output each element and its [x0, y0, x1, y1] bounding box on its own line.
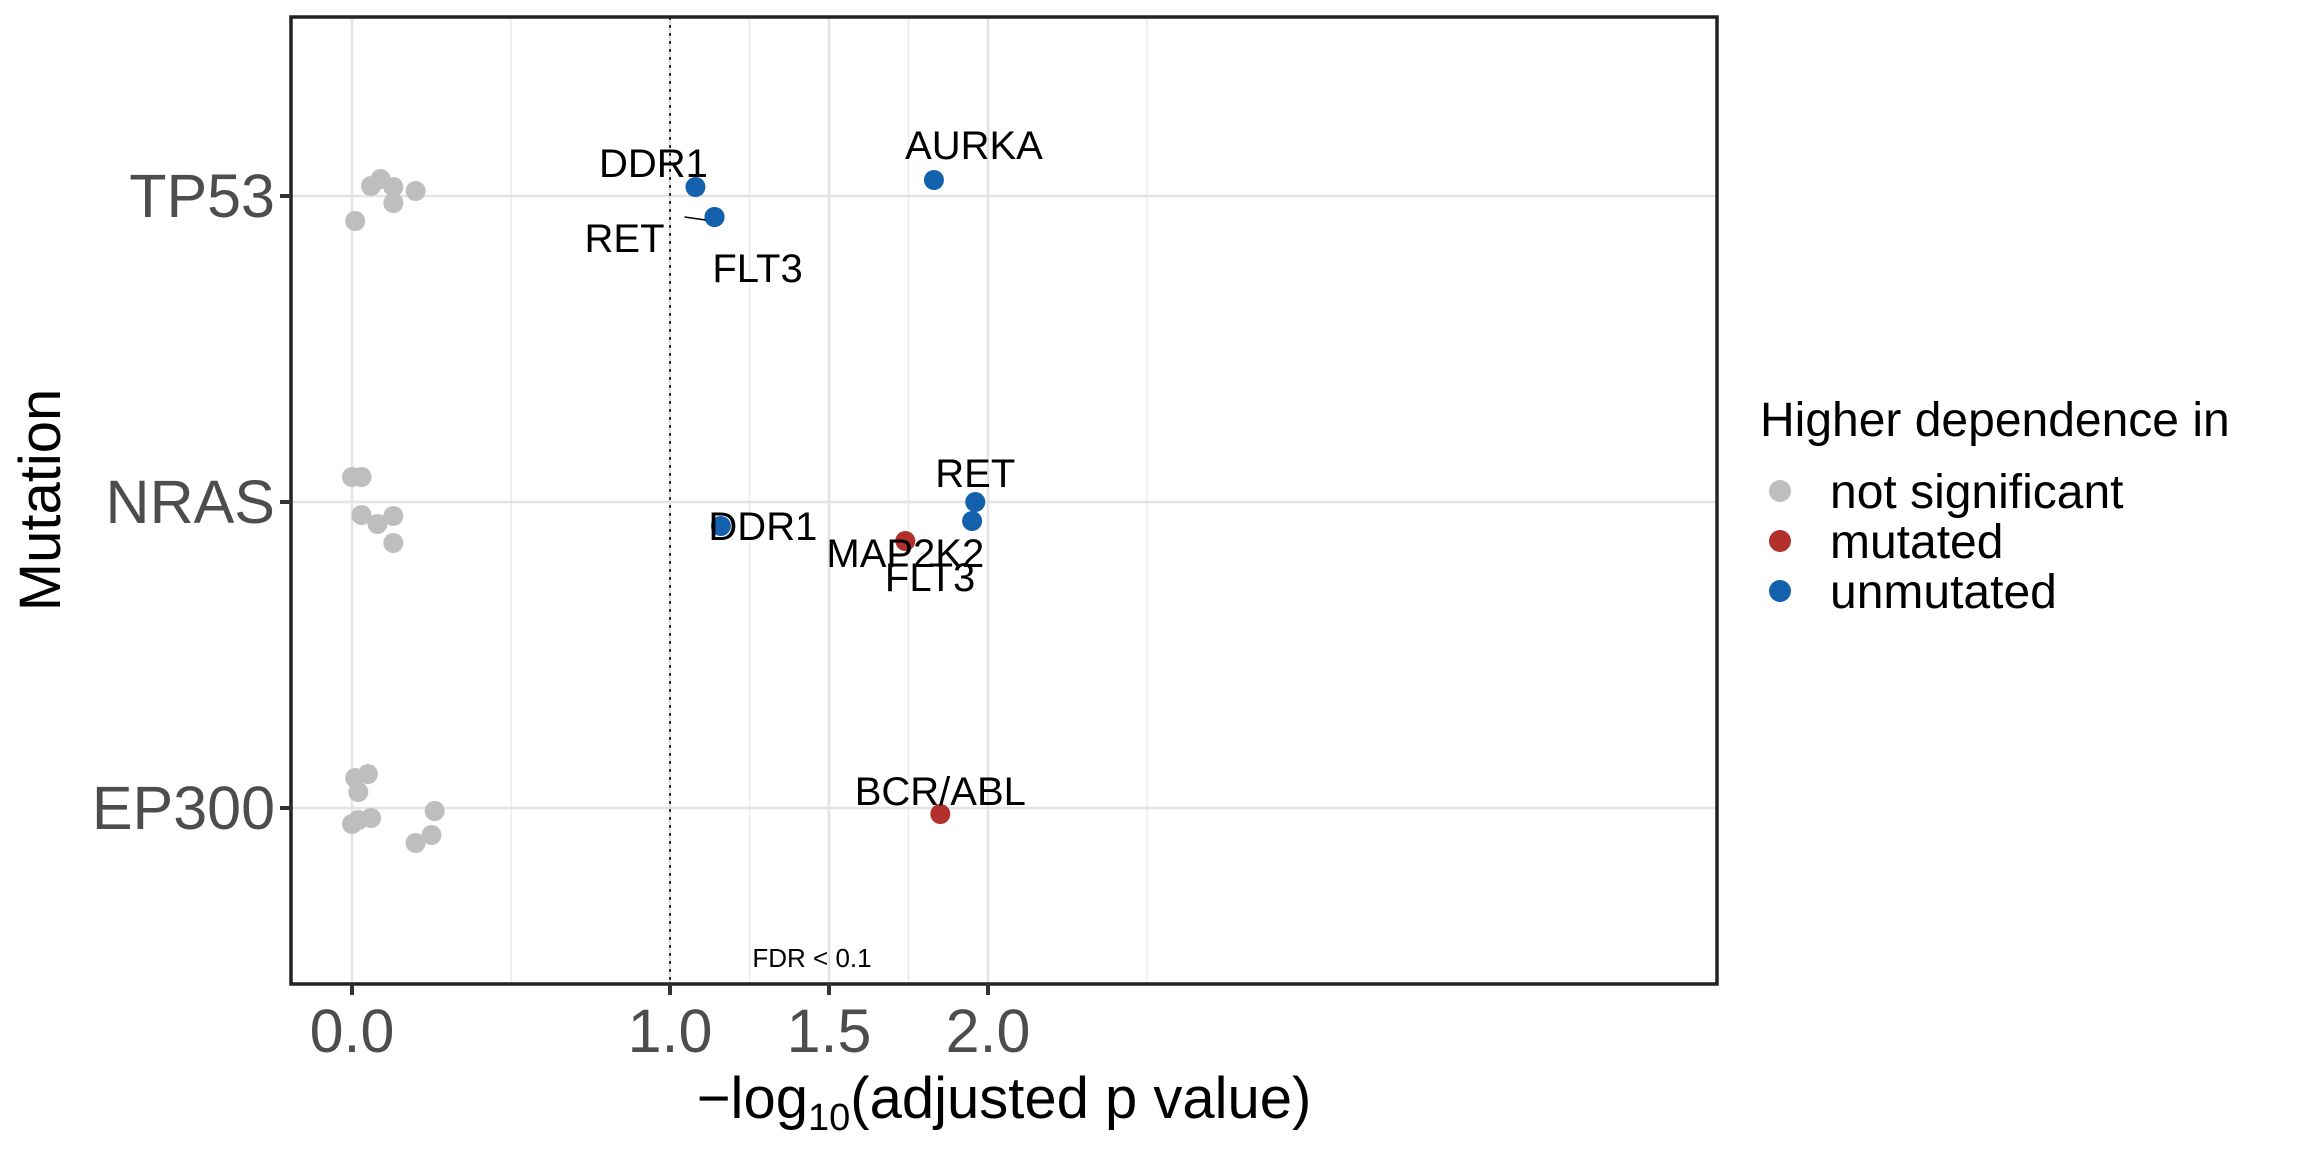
point-label: DDR1: [599, 142, 708, 186]
plot-panel-background: [291, 17, 1717, 984]
legend-key-mut: [1769, 530, 1791, 552]
x-tick-label: 2.0: [946, 997, 1031, 1065]
x-axis: 0.0 1.0 1.5 2.0: [310, 984, 1031, 1065]
data-point-ep300: [405, 833, 426, 853]
x-axis-title-prefix: −log: [697, 1066, 808, 1131]
y-axis: TP53 NRAS EP300: [92, 162, 291, 842]
point-label: AURKA: [905, 124, 1043, 168]
legend-key-unmut: [1769, 580, 1791, 602]
threshold: FDR < 0.1: [669, 17, 872, 984]
point-label: MAP2K2: [826, 532, 984, 576]
data-point-tp53: [345, 211, 366, 231]
x-axis-title-subscript: 10: [808, 1097, 850, 1139]
legend: Higher dependence in not significantmuta…: [1760, 394, 2230, 619]
point-label: FLT3: [885, 556, 975, 600]
data-point-nras: [383, 533, 404, 553]
x-tick-label: 0.0: [310, 997, 395, 1065]
data-point-nras: [965, 492, 986, 512]
data-point-tp53: [685, 177, 706, 197]
legend-label-unmut: unmutated: [1830, 566, 2057, 619]
data-point-ep300: [424, 801, 445, 821]
data-point-ep300: [930, 804, 951, 824]
data-point-tp53: [361, 176, 382, 196]
y-axis-title: Mutation: [8, 389, 73, 611]
point-label: RET: [935, 452, 1015, 496]
x-tick-label: 1.5: [787, 997, 872, 1065]
x-axis-title: −log10(adjusted p value): [697, 1066, 1312, 1139]
data-point-ep300: [357, 764, 378, 784]
legend-title: Higher dependence in: [1760, 394, 2230, 447]
data-point-nras: [367, 514, 388, 534]
data-point-ep300: [421, 825, 442, 845]
fdr-threshold-label: FDR < 0.1: [752, 943, 871, 973]
data-point-tp53: [923, 170, 944, 190]
data-point-nras: [351, 467, 372, 487]
legend-key-ns: [1769, 480, 1791, 502]
label-leader-line: [684, 216, 706, 221]
y-tick-label: TP53: [129, 162, 275, 230]
data-point-nras: [383, 506, 404, 526]
grid: [291, 17, 1717, 984]
legend-label-ns: not significant: [1830, 466, 2124, 519]
y-tick-label: EP300: [92, 774, 275, 842]
point-label: FLT3: [712, 247, 802, 291]
point-label: RET: [585, 217, 665, 261]
point-label: DDR1: [708, 505, 817, 549]
data-point-nras: [962, 511, 983, 531]
data-point-ep300: [348, 782, 369, 802]
data-point-tp53: [383, 193, 404, 213]
data-point-nras: [895, 531, 916, 551]
data-point-ep300: [361, 808, 382, 828]
data-point-tp53: [704, 207, 725, 227]
y-tick-label: NRAS: [106, 468, 275, 536]
data-point-tp53: [405, 181, 426, 201]
x-tick-label: 1.0: [628, 997, 713, 1065]
points: [342, 169, 986, 853]
data-point-tp53: [383, 177, 404, 197]
data-point-nras: [710, 516, 731, 536]
x-axis-title-suffix: (adjusted p value): [850, 1066, 1311, 1131]
point-label: BCR/ABL: [855, 770, 1026, 814]
data-point-nras: [351, 505, 372, 525]
legend-label-mut: mutated: [1830, 516, 2003, 569]
